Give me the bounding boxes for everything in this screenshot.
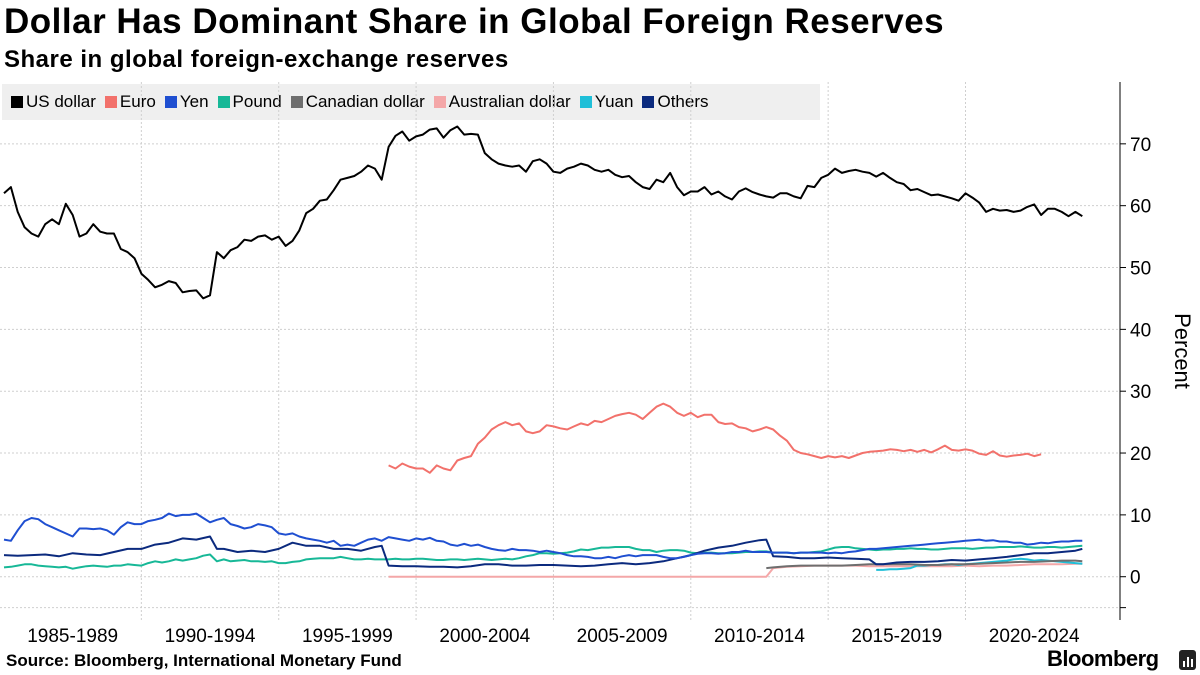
legend-label-australian-dollar: Australian dollar xyxy=(448,92,571,111)
legend-swatch-yen xyxy=(164,96,177,108)
legend-label-us-dollar: US dollar xyxy=(26,92,96,111)
legend-label-pound: Pound xyxy=(232,92,282,111)
legend-item-pound[interactable]: Pound xyxy=(217,92,282,112)
legend-swatch-yuan xyxy=(579,96,592,108)
legend-item-others[interactable]: Others xyxy=(642,92,709,112)
source-note: Source: Bloomberg, International Monetar… xyxy=(6,651,402,670)
legend: US dollar Euro Yen Pound Canadian dollar… xyxy=(2,84,820,120)
legend-label-yen: Yen xyxy=(179,92,209,111)
legend-label-euro: Euro xyxy=(119,92,156,111)
y-tick-label: 30 xyxy=(1130,382,1151,403)
y-tick-label: 40 xyxy=(1130,320,1151,341)
legend-item-yuan[interactable]: Yuan xyxy=(579,92,634,112)
series-line-pound xyxy=(3,544,1083,570)
x-tick-label: 2000-2004 xyxy=(439,626,530,647)
x-tick-label: 1995-1999 xyxy=(302,626,393,647)
series-line-us-dollar xyxy=(3,125,1083,300)
legend-swatch-us-dollar xyxy=(11,96,23,108)
legend-item-us-dollar[interactable]: US dollar xyxy=(11,92,96,112)
y-tick-label: 70 xyxy=(1130,135,1151,156)
series-line-canadian-dollar xyxy=(766,559,1083,570)
legend-item-canadian-dollar[interactable]: Canadian dollar xyxy=(290,92,425,112)
legend-item-australian-dollar[interactable]: Australian dollar xyxy=(433,92,571,112)
y-axis-title: Percent xyxy=(1170,313,1195,389)
x-tick-label: 2005-2009 xyxy=(577,626,668,647)
bloomberg-mark-icon xyxy=(1179,650,1196,670)
y-tick-label: 20 xyxy=(1130,444,1151,465)
y-tick-label: 50 xyxy=(1130,259,1151,280)
legend-item-yen[interactable]: Yen xyxy=(164,92,209,112)
legend-label-yuan: Yuan xyxy=(594,92,634,111)
legend-swatch-euro xyxy=(104,96,117,108)
series-line-others xyxy=(3,535,1083,569)
chart-title: Dollar Has Dominant Share in Global Fore… xyxy=(4,2,945,41)
legend-label-canadian-dollar: Canadian dollar xyxy=(305,92,425,111)
legend-swatch-canadian-dollar xyxy=(290,96,303,108)
x-tick-label: 2010-2014 xyxy=(714,626,805,647)
legend-swatch-australian-dollar xyxy=(433,96,446,108)
legend-swatch-pound xyxy=(217,96,230,108)
x-tick-label: 2015-2019 xyxy=(851,626,942,647)
series-line-australian-dollar xyxy=(388,562,1083,578)
series-line-yen xyxy=(3,512,1083,560)
series-line-euro xyxy=(388,402,1042,474)
brand-logo: Bloomberg xyxy=(1047,646,1159,671)
y-tick-label: 60 xyxy=(1130,197,1151,218)
x-tick-label: 1985-1989 xyxy=(27,626,118,647)
chart-subtitle: Share in global foreign-exchange reserve… xyxy=(4,46,509,73)
x-tick-label: 1990-1994 xyxy=(165,626,256,647)
legend-label-others: Others xyxy=(657,92,709,111)
y-tick-label: 10 xyxy=(1130,506,1151,527)
x-tick-label: 2020-2024 xyxy=(989,626,1080,647)
y-tick-label: 0 xyxy=(1130,568,1141,589)
legend-item-euro[interactable]: Euro xyxy=(104,92,156,112)
legend-swatch-others xyxy=(642,96,655,108)
